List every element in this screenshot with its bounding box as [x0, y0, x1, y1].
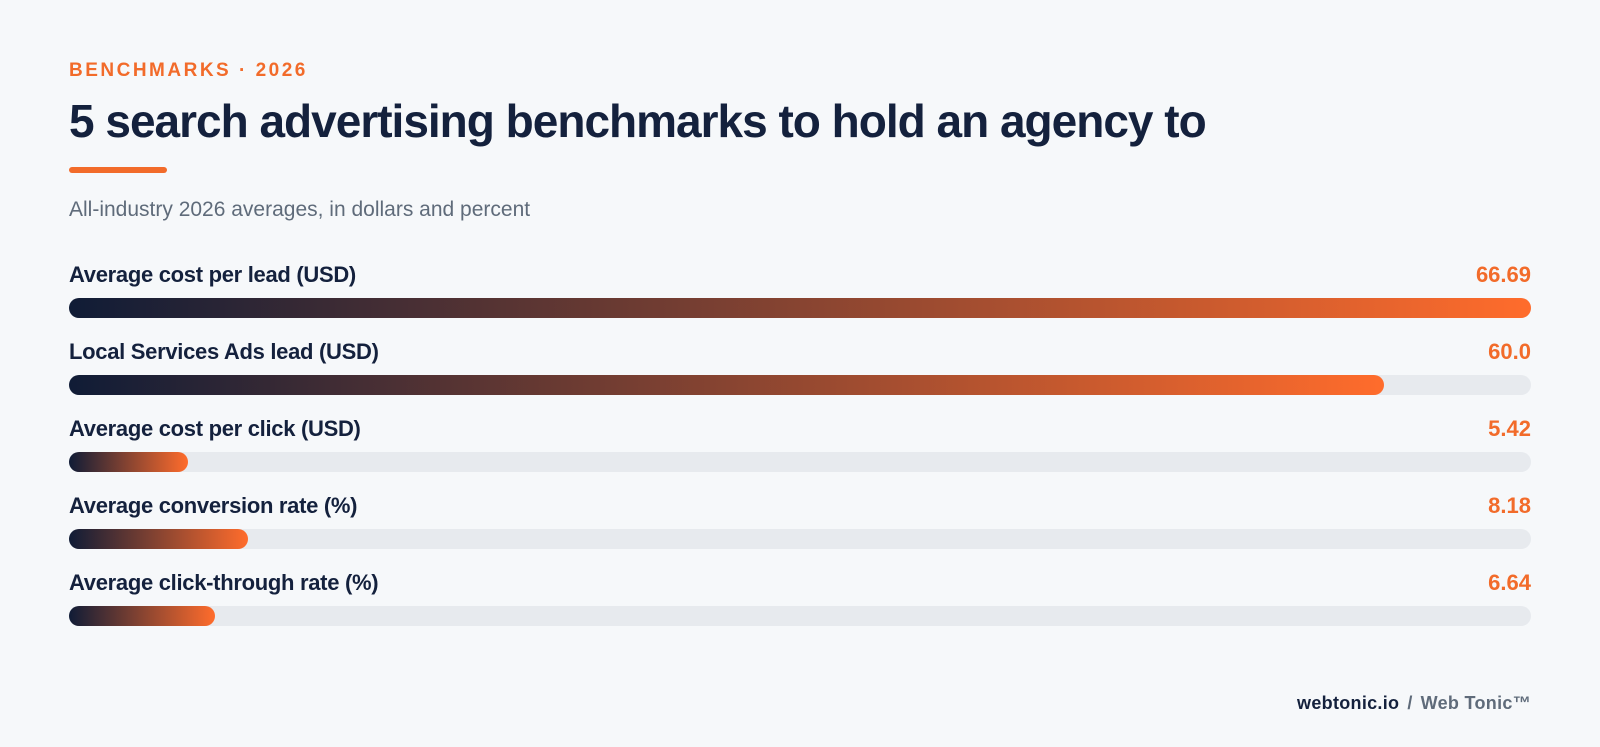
bar-value-label: 66.69: [1475, 262, 1531, 287]
bar-label: Average conversion rate (%): [69, 493, 358, 518]
bar-track: [69, 529, 1531, 549]
bar-track: [69, 375, 1531, 395]
bar: [69, 375, 1385, 395]
bar-value-label: 8.18: [1488, 493, 1531, 518]
chart-row: Average conversion rate (%) 8.18: [69, 493, 1531, 570]
eyebrow-label: BENCHMARKS · 2026: [69, 60, 308, 81]
bar-label: Average cost per click (USD): [69, 416, 361, 441]
bar-track: [69, 606, 1531, 626]
bar-track: [69, 452, 1531, 472]
chart-row: Average cost per lead (USD) 66.69: [69, 262, 1531, 339]
page-title: 5 search advertising benchmarks to hold …: [69, 95, 1207, 147]
bar-value-label: 6.64: [1488, 570, 1531, 595]
footer-separator: /: [1407, 693, 1413, 713]
bar-label: Local Services Ads lead (USD): [69, 339, 379, 364]
bar: [69, 606, 215, 626]
bar: [69, 452, 188, 472]
footer-brand: Web Tonic™: [1420, 693, 1531, 713]
footer-site: webtonic.io: [1297, 693, 1400, 713]
chart-subtitle: All-industry 2026 averages, in dollars a…: [69, 198, 531, 221]
bar-value-label: 60.0: [1488, 339, 1531, 364]
bar: [69, 298, 1531, 318]
bar-label: Average cost per lead (USD): [69, 262, 356, 287]
chart-row: Local Services Ads lead (USD) 60.0: [69, 339, 1531, 416]
bar-track: [69, 298, 1531, 318]
bar-value-label: 5.42: [1488, 416, 1531, 441]
bar-label: Average click-through rate (%): [69, 570, 379, 595]
title-accent-rule: [69, 167, 167, 173]
bar: [69, 529, 249, 549]
footer-credit: webtonic.io / Web Tonic™: [1297, 693, 1531, 714]
chart-row: Average cost per click (USD) 5.42: [69, 416, 1531, 493]
bar-chart: Average cost per lead (USD) 66.69 Local Se…: [69, 262, 1531, 647]
chart-row: Average click-through rate (%) 6.64: [69, 570, 1531, 647]
